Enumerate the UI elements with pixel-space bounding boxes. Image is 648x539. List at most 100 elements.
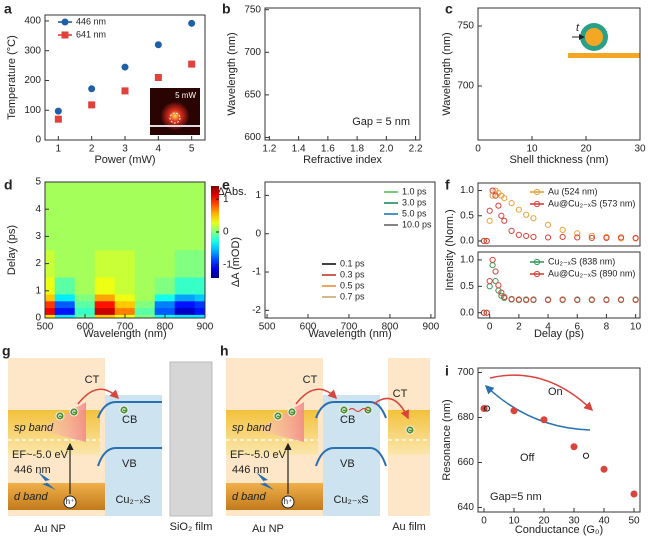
substrate <box>568 53 640 58</box>
y-tick-label: 660 <box>457 457 474 468</box>
excitation-label: 446 nm <box>14 464 51 476</box>
marker <box>54 115 62 123</box>
electron <box>339 405 349 415</box>
x-tick-label: 4 <box>156 144 162 155</box>
x-tick-label: 2 <box>89 144 95 155</box>
heat-cell <box>54 314 76 319</box>
marker <box>574 230 581 237</box>
electron-label: e <box>290 409 294 416</box>
marker <box>54 107 62 115</box>
heat-cell <box>134 249 156 278</box>
d-band-label: d band <box>232 491 267 503</box>
y-tick-label: 2 <box>35 258 41 269</box>
marker <box>544 234 552 241</box>
marker <box>617 234 625 241</box>
inset-particle <box>169 112 181 124</box>
x-tick-label: 30 <box>568 516 580 527</box>
marker <box>486 277 493 285</box>
heat-cell <box>54 276 76 295</box>
colorbar-tick-label: 0 <box>223 227 229 238</box>
electron-label: e <box>58 413 62 420</box>
y-tick-label: 0 <box>255 228 261 239</box>
ct-label: CT <box>303 374 318 386</box>
heat-cell <box>114 300 136 309</box>
x-tick-label: 2.0 <box>379 144 393 155</box>
y-tick-label: 200 <box>24 75 41 86</box>
marker <box>121 63 129 71</box>
x-axis-label: Wavelength (nm) <box>83 328 166 340</box>
cb-edge <box>97 401 162 419</box>
marker <box>495 282 502 289</box>
marker <box>188 19 196 27</box>
x-tick-label: 6 <box>574 322 580 333</box>
heat-cell <box>74 249 96 278</box>
heat-cell <box>114 276 136 295</box>
semiconductor <box>105 395 162 516</box>
marker <box>501 217 508 224</box>
marker <box>533 188 541 196</box>
y-tick-label: 640 <box>457 502 474 513</box>
heat-cell <box>134 300 156 309</box>
heat-cell <box>94 222 116 251</box>
arrows-i <box>484 374 594 431</box>
marker <box>510 407 518 415</box>
x-tick-label: 0 <box>487 322 493 333</box>
marker <box>588 296 595 303</box>
fermi-label: EF~-5.0 eV <box>230 449 287 461</box>
heat-cell <box>194 181 206 196</box>
heat-cell <box>114 249 136 278</box>
heat-cell <box>94 276 116 295</box>
ct-arrow <box>77 388 120 405</box>
heat-cell <box>194 293 206 302</box>
axes-frame <box>477 182 641 247</box>
x-axis-label: Delay (ps) <box>534 328 584 340</box>
legend-label: Au (524 nm) <box>548 186 598 196</box>
x-tick-label: 600 <box>77 322 94 333</box>
heat-cell <box>74 293 96 302</box>
marker <box>495 202 502 209</box>
sp-band-label: sp band <box>14 422 54 434</box>
y-tick-label: -2 <box>252 305 261 316</box>
x-tick-label: 30 <box>634 144 646 155</box>
electron <box>287 407 297 417</box>
vb-edge <box>97 447 162 467</box>
x-tick-label: 8 <box>604 322 610 333</box>
hole-label: h⁺ <box>284 497 293 506</box>
heat-cell <box>134 307 156 315</box>
heat-cell <box>54 249 76 278</box>
y-tick-label: 700 <box>244 47 261 58</box>
heat-cell <box>174 307 196 315</box>
annotation: Gap=5 nm <box>490 491 542 503</box>
photon <box>256 472 274 490</box>
heat-cell <box>94 300 116 309</box>
ct-label: CT <box>393 388 408 400</box>
x-tick-label: 3 <box>122 144 128 155</box>
inset-c: t <box>568 22 640 58</box>
marker <box>486 217 493 224</box>
inset-a: 5 mW <box>150 88 200 135</box>
x-tick-label: 1.8 <box>350 144 364 155</box>
y-label-secondary: ΔAbs. <box>217 186 246 198</box>
marker <box>530 296 537 303</box>
legend-label: 0.7 ps <box>340 291 365 301</box>
marker <box>486 283 493 290</box>
legend-label: 3.0 ps <box>402 197 427 207</box>
heat-cell <box>114 181 136 196</box>
semiconductor <box>323 395 380 516</box>
y-tick-label: 0.5 <box>460 281 474 292</box>
d-band-label: d band <box>14 491 49 503</box>
x-tick-label: 10 <box>630 322 642 333</box>
cb-edge <box>315 401 387 419</box>
x-tick-label: 40 <box>598 516 610 527</box>
legend-label: 641 nm <box>76 29 106 39</box>
x-axis-label: Refractive index <box>303 154 382 166</box>
heat-cell <box>54 293 76 302</box>
x-tick-label: 700 <box>341 322 358 333</box>
marker <box>492 277 499 285</box>
heat-cell <box>44 276 56 295</box>
x-axis-label: Wavelength (nm) <box>308 328 391 340</box>
middle-label: Cu₂₋ₓS <box>115 494 150 506</box>
marker <box>600 465 608 473</box>
left-label: Au NP <box>252 523 284 535</box>
